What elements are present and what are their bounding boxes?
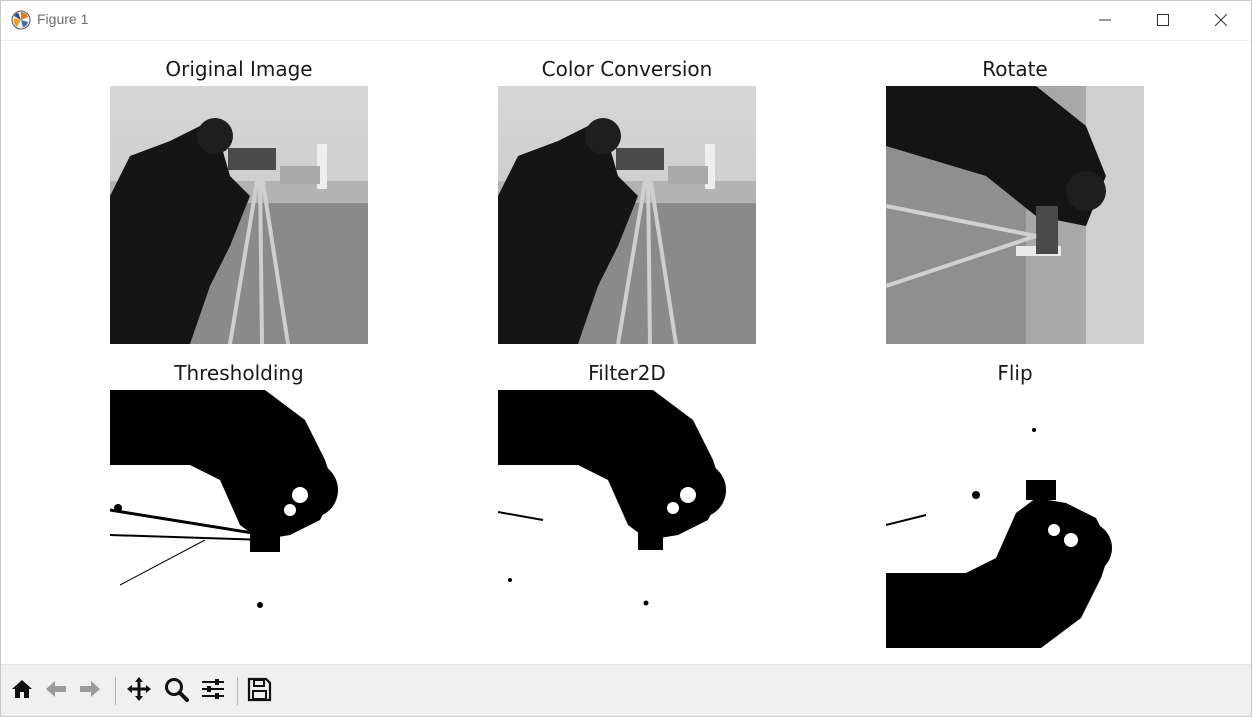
- flipped-image: [886, 390, 1144, 648]
- pan-button[interactable]: [124, 676, 154, 706]
- save-icon: [246, 676, 272, 706]
- maximize-button[interactable]: [1134, 1, 1192, 40]
- toolbar-separator: [237, 677, 238, 705]
- save-button[interactable]: [244, 676, 274, 706]
- home-icon: [9, 676, 35, 706]
- matplotlib-logo-icon: [11, 10, 31, 30]
- subplot-title: Color Conversion: [541, 57, 713, 81]
- maximize-icon: [1157, 11, 1169, 30]
- minimize-button[interactable]: [1076, 1, 1134, 40]
- subplot-title: Original Image: [165, 57, 313, 81]
- cameraman-image: [110, 86, 368, 344]
- cameraman-image: [498, 86, 756, 344]
- pan-icon: [126, 676, 152, 706]
- subplot-title: Flip: [997, 361, 1033, 385]
- back-button[interactable]: [41, 676, 71, 706]
- subplot-title: Thresholding: [174, 361, 304, 385]
- close-button[interactable]: [1192, 1, 1250, 40]
- toolbar-separator: [115, 677, 116, 705]
- zoom-button[interactable]: [161, 676, 191, 706]
- minimize-icon: [1099, 11, 1111, 30]
- thresholded-image: [110, 390, 368, 648]
- configure-subplots-icon: [200, 676, 226, 706]
- cameraman-rotated-image: [886, 86, 1144, 344]
- close-icon: [1214, 11, 1228, 30]
- figure-canvas[interactable]: Original Image: [1, 41, 1251, 664]
- subplot-title: Filter2D: [588, 361, 666, 385]
- configure-subplots-button[interactable]: [198, 676, 228, 706]
- zoom-icon: [163, 676, 189, 706]
- window-title: Figure 1: [37, 11, 89, 27]
- forward-button[interactable]: [75, 676, 105, 706]
- title-bar[interactable]: Figure 1: [1, 1, 1251, 41]
- filtered-image: [498, 390, 756, 648]
- forward-icon: [77, 676, 103, 706]
- subplot-title: Rotate: [982, 57, 1048, 81]
- navigation-toolbar: [1, 664, 1251, 716]
- home-button[interactable]: [7, 676, 37, 706]
- back-icon: [43, 676, 69, 706]
